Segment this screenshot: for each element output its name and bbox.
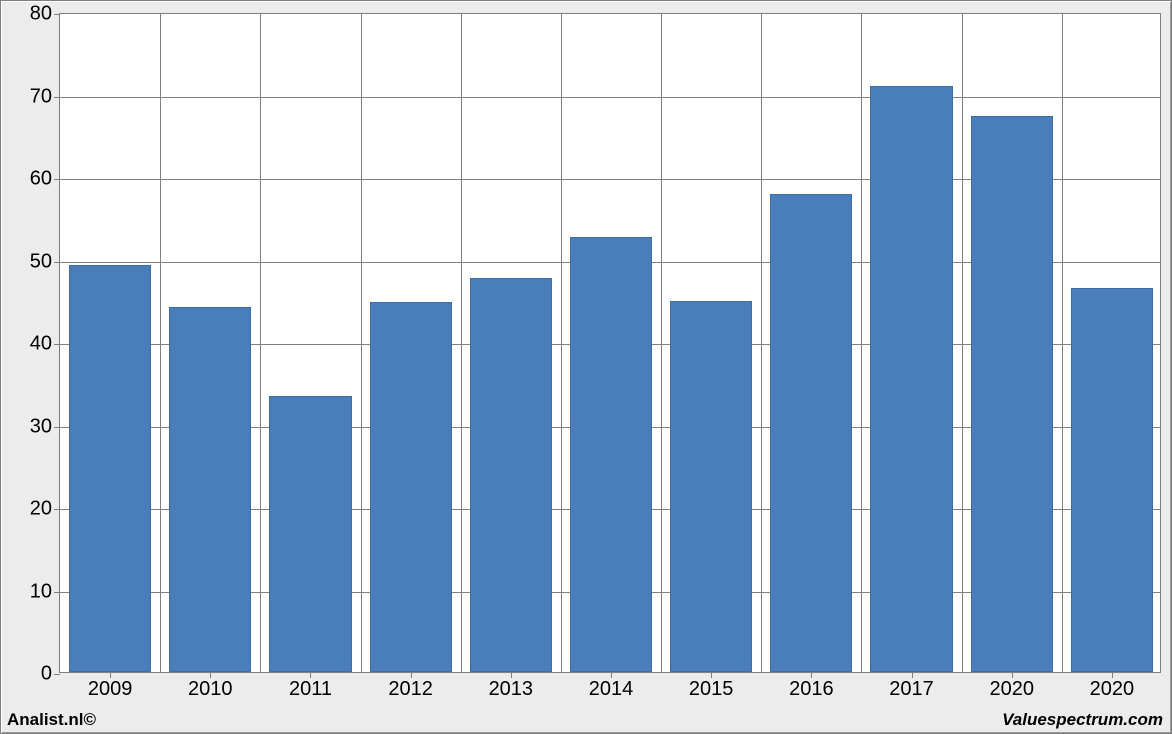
ytick-label: 10: [30, 580, 60, 603]
plot-area: 0102030405060708020092010201120122013201…: [59, 13, 1161, 673]
xtick-label: 2020: [989, 672, 1034, 701]
credit-right: Valuespectrum.com: [1002, 710, 1163, 730]
ytick-label: 40: [30, 333, 60, 356]
gridline-vertical: [661, 14, 662, 672]
xtick-label: 2014: [589, 672, 634, 701]
gridline-vertical: [160, 14, 161, 672]
ytick-label: 80: [30, 3, 60, 26]
gridline-vertical: [761, 14, 762, 672]
ytick-label: 60: [30, 168, 60, 191]
xtick-label: 2012: [388, 672, 433, 701]
bar: [370, 302, 452, 672]
credit-left: Analist.nl©: [7, 710, 96, 730]
bar: [870, 86, 952, 672]
bar: [69, 265, 151, 672]
chart-frame: 0 10 20 30 40 50 60 70 80 2009 2010 2011 2012 2013 201…: [0, 0, 1172, 734]
xtick-label: 2010: [188, 672, 233, 701]
gridline-vertical: [361, 14, 362, 672]
gridline-vertical: [260, 14, 261, 672]
xtick-label: 2009: [88, 672, 133, 701]
bar: [470, 278, 552, 672]
bar: [1071, 288, 1153, 672]
ytick-label: 30: [30, 415, 60, 438]
bar: [169, 307, 251, 672]
gridline-vertical: [561, 14, 562, 672]
bar: [670, 301, 752, 672]
xtick-label: 2013: [489, 672, 534, 701]
xtick-label: 2011: [289, 672, 332, 701]
gridline-vertical: [461, 14, 462, 672]
ytick-label: 20: [30, 498, 60, 521]
bar: [269, 396, 351, 672]
xtick-label: 2020: [1090, 672, 1135, 701]
ytick-label: 0: [41, 663, 60, 686]
gridline-vertical: [962, 14, 963, 672]
bar: [570, 237, 652, 672]
xtick-label: 2017: [889, 672, 934, 701]
gridline-horizontal: [60, 97, 1160, 98]
ytick-label: 50: [30, 250, 60, 273]
bar: [971, 116, 1053, 672]
xtick-label: 2015: [689, 672, 734, 701]
ytick-label: 70: [30, 85, 60, 108]
bar: [770, 194, 852, 673]
xtick-label: 2016: [789, 672, 834, 701]
gridline-vertical: [861, 14, 862, 672]
gridline-vertical: [1062, 14, 1063, 672]
